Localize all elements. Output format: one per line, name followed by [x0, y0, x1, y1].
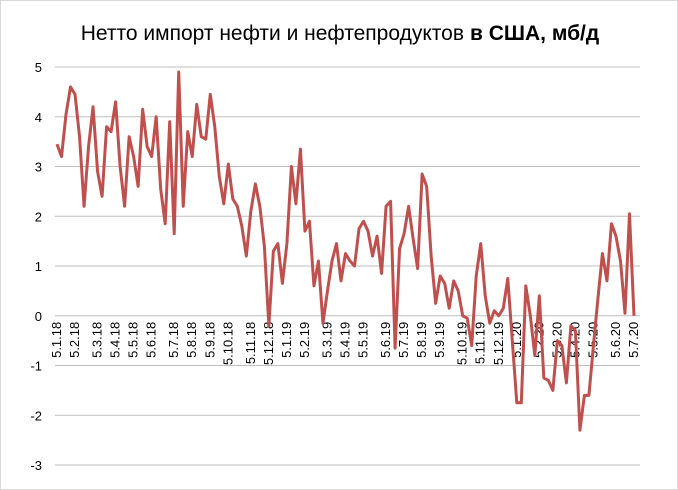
x-tick-label: 5.1.18 — [49, 322, 64, 358]
x-tick-label: 5.2.18 — [67, 322, 82, 358]
y-tick-label: 0 — [35, 309, 42, 324]
x-tick-label: 5.3.19 — [319, 322, 334, 358]
y-tick-label: 2 — [35, 209, 42, 224]
y-tick-label: -1 — [30, 359, 42, 374]
x-tick-label: 5.11.19 — [473, 322, 488, 364]
y-tick-label: -2 — [30, 408, 42, 423]
x-tick-label: 5.12.18 — [261, 322, 276, 365]
x-tick-label: 5.12.19 — [491, 322, 506, 365]
chart-title: Нетто импорт нефти и нефтепродуктов в США… — [81, 22, 599, 45]
x-tick-label: 5.6.18 — [144, 322, 159, 358]
y-tick-label: -3 — [30, 458, 42, 473]
x-tick-label: 5.7.18 — [166, 322, 181, 358]
x-tick-label: 5.10.18 — [220, 322, 235, 365]
title-text-bold: в США, мб/д — [470, 22, 599, 45]
x-tick-label: 5.5.19 — [356, 322, 371, 358]
x-tick-label: 5.4.19 — [338, 322, 353, 358]
y-tick-label: 3 — [35, 160, 42, 175]
x-tick-label: 5.7.20 — [626, 322, 641, 358]
data-line — [55, 70, 636, 432]
x-tick-label: 5.6.20 — [608, 322, 623, 358]
x-tick-label: 5.8.18 — [184, 322, 199, 358]
x-tick-label: 5.7.19 — [396, 322, 411, 358]
x-tick-label: 5.1.19 — [279, 322, 294, 358]
y-tick-label: 5 — [35, 60, 42, 75]
y-tick-label: 1 — [35, 259, 42, 274]
x-tick-label: 5.9.18 — [202, 322, 217, 358]
x-tick-label: 5.9.19 — [432, 322, 447, 358]
y-tick-label: 4 — [35, 110, 42, 125]
x-tick-label: 5.10.19 — [455, 322, 470, 365]
x-tick-label: 5.5.18 — [126, 322, 141, 358]
x-tick-label: 5.8.19 — [414, 322, 429, 358]
x-tick-label: 5.2.19 — [297, 322, 312, 358]
x-tick-label: 5.11.18 — [243, 322, 258, 364]
x-tick-label: 5.4.18 — [108, 322, 123, 358]
title-text: Нетто импорт нефти и нефтепродуктов — [81, 22, 464, 45]
x-tick-label: 5.6.19 — [378, 322, 393, 358]
x-tick-label: 5.3.18 — [90, 322, 105, 358]
